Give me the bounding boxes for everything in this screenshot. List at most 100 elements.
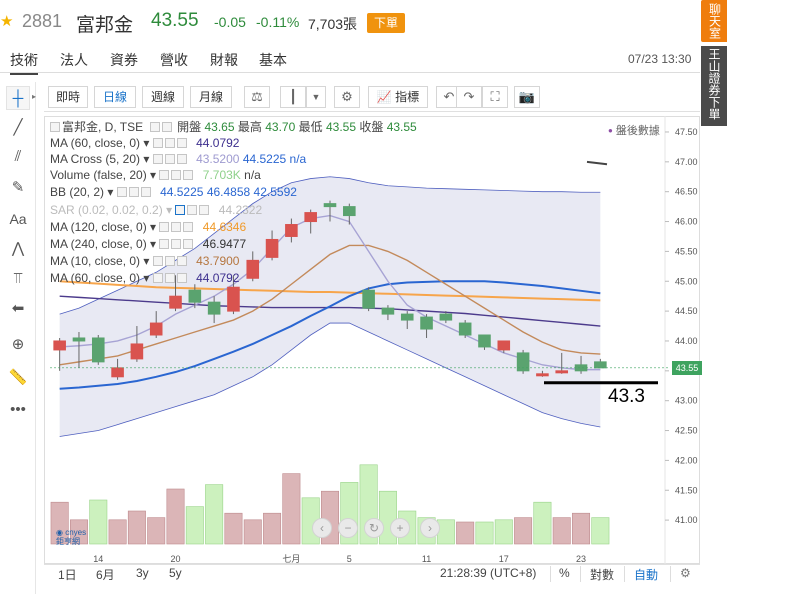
y-tick-label: 45.00 xyxy=(675,276,698,286)
interval-daily[interactable]: 日線 xyxy=(94,86,136,108)
tab-revenue[interactable]: 營收 xyxy=(160,52,188,68)
trend-line-icon[interactable]: ╱ xyxy=(13,119,23,136)
legend-ctrl-icon[interactable] xyxy=(199,205,210,215)
chevron-left-icon[interactable]: ‹ xyxy=(312,518,332,538)
chatroom-button[interactable]: 聊天室 xyxy=(701,0,727,42)
legend-ctrl-icon[interactable] xyxy=(171,170,182,180)
y-tick-label: 43.00 xyxy=(675,396,698,406)
legend-row: MA (120, close, 0) ▾ 44.6346 xyxy=(50,220,247,234)
zoom-in-ctrl-icon[interactable]: + xyxy=(390,518,410,538)
volume-bar xyxy=(572,512,591,545)
auto-toggle[interactable]: 自動 xyxy=(634,568,659,582)
zoom-out-icon[interactable]: − xyxy=(338,518,358,538)
y-tick-label: 44.00 xyxy=(675,336,698,346)
gear-icon[interactable]: ⚙ xyxy=(334,86,360,108)
settings-icon[interactable]: ⚙ xyxy=(680,566,691,580)
after-hours-data[interactable]: 盤後數據 xyxy=(608,122,660,138)
divider xyxy=(624,566,625,582)
legend-ctrl-icon[interactable] xyxy=(152,154,163,164)
legend-ctrl-icon[interactable] xyxy=(140,187,151,197)
legend-ctrl-icon[interactable] xyxy=(164,273,175,283)
chevron-right-icon[interactable]: › xyxy=(420,518,440,538)
candlestick xyxy=(478,334,491,348)
y-tick-label: 45.50 xyxy=(675,246,698,256)
legend-ctrl-icon[interactable] xyxy=(161,122,172,132)
tab-margin[interactable]: 資券 xyxy=(110,52,138,68)
legend-ctrl-icon[interactable] xyxy=(187,205,198,215)
legend-ctrl-icon[interactable] xyxy=(176,138,187,148)
divider xyxy=(550,566,551,582)
fullscreen-icon[interactable]: ⛶ xyxy=(482,86,508,108)
interval-monthly[interactable]: 月線 xyxy=(190,86,232,108)
range-3y[interactable]: 3y xyxy=(136,566,149,580)
legend-ctrl-icon[interactable] xyxy=(152,138,163,148)
fib-tool-icon[interactable]: ⫽ xyxy=(14,148,22,165)
legend-label: MA (10, close, 0) xyxy=(50,254,141,268)
log-toggle[interactable]: 對數 xyxy=(590,568,615,582)
candlestick xyxy=(285,224,298,237)
expand-arrow-icon[interactable]: ▸ xyxy=(32,92,37,101)
indicators-button[interactable]: 📈 指標 xyxy=(368,86,428,108)
more-icon[interactable]: ••• xyxy=(10,401,26,418)
tab-technical[interactable]: 技術 xyxy=(10,50,38,75)
tab-basic[interactable]: 基本 xyxy=(259,52,287,68)
text-tool-icon[interactable]: Aa xyxy=(9,211,27,227)
legend-ctrl-icon[interactable] xyxy=(152,256,163,266)
legend-ctrl-icon[interactable] xyxy=(183,239,194,249)
ma-line xyxy=(59,280,601,390)
volume-bar xyxy=(127,510,146,545)
zoom-in-icon[interactable]: ⊕ xyxy=(11,336,25,353)
open-label: 開盤 xyxy=(177,120,202,134)
legend-ctrl-icon[interactable] xyxy=(116,187,127,197)
reset-icon[interactable]: ↻ xyxy=(364,518,384,538)
pattern-icon[interactable]: ⋀ xyxy=(11,240,25,257)
legend-ctrl-icon[interactable] xyxy=(183,222,194,232)
interval-intraday[interactable]: 即時 xyxy=(48,86,88,108)
ruler-icon[interactable]: 📏 xyxy=(8,369,28,386)
legend-ctrl-icon[interactable] xyxy=(149,122,160,132)
legend-ctrl-icon[interactable] xyxy=(176,256,187,266)
chevron-down-icon[interactable]: ▼ xyxy=(306,86,326,108)
legend-ctrl-icon[interactable] xyxy=(171,239,182,249)
tab-financials[interactable]: 財報 xyxy=(210,52,238,68)
percent-toggle[interactable]: % xyxy=(559,566,570,580)
back-arrow-icon[interactable]: ⬅ xyxy=(11,300,25,317)
measure-icon[interactable]: ⫪ xyxy=(13,270,23,287)
redo-icon[interactable]: ↷ xyxy=(456,86,482,108)
candlestick xyxy=(207,301,221,315)
legend-ctrl-icon[interactable] xyxy=(183,170,194,180)
brush-icon[interactable]: ✎ xyxy=(11,179,25,196)
range-5y[interactable]: 5y xyxy=(169,566,182,580)
favorite-star-icon[interactable]: ★ xyxy=(0,13,14,30)
legend-ctrl-icon[interactable] xyxy=(159,239,170,249)
interval-weekly[interactable]: 週線 xyxy=(142,86,184,108)
legend-ctrl-icon[interactable] xyxy=(159,222,170,232)
legend-ctrl-icon[interactable] xyxy=(171,222,182,232)
tab-institutional[interactable]: 法人 xyxy=(60,52,88,68)
legend-ctrl-icon[interactable] xyxy=(176,154,187,164)
crosshair-icon[interactable]: ┼ xyxy=(6,86,30,110)
range-1d[interactable]: 1日 xyxy=(58,568,77,582)
legend-ctrl-icon[interactable] xyxy=(128,187,139,197)
y-tick-label: 41.50 xyxy=(675,485,698,495)
order-button[interactable]: 下單 xyxy=(367,13,405,33)
compare-icon[interactable]: ⚖ xyxy=(244,86,270,108)
legend-ctrl-icon[interactable] xyxy=(164,256,175,266)
candle-style-icon[interactable]: ┃ xyxy=(280,86,306,108)
range-6m[interactable]: 6月 xyxy=(96,568,115,582)
stock-volume: 7,703張 xyxy=(308,16,358,32)
legend-ctrl-icon[interactable] xyxy=(176,273,187,283)
legend-ctrl-icon[interactable] xyxy=(159,170,170,180)
indicators-label: 指標 xyxy=(395,90,420,104)
y-tick-label: 47.50 xyxy=(675,127,698,137)
camera-icon[interactable]: 📷 xyxy=(514,86,540,108)
stock-change: -0.05 xyxy=(214,14,246,30)
legend-ctrl-icon[interactable] xyxy=(152,273,163,283)
legend-ctrl-icon[interactable] xyxy=(50,122,60,132)
legend-ctrl-icon[interactable] xyxy=(164,138,175,148)
legend-ctrl-icon[interactable] xyxy=(164,154,175,164)
candlestick xyxy=(72,337,86,342)
price-chart[interactable]: 47.50 47.00 46.50 46.00 45.50 45.00 44.50 44.00… xyxy=(44,116,700,564)
legend-ctrl-icon[interactable] xyxy=(175,205,186,215)
broker-order-button[interactable]: 王山證券下單 xyxy=(701,46,727,126)
